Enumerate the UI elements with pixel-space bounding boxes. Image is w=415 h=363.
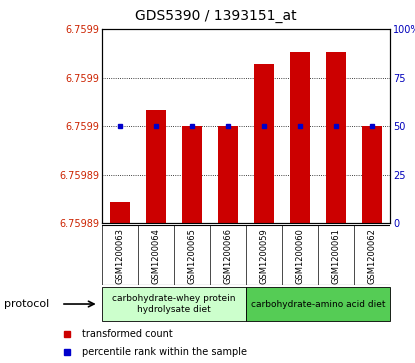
- Text: GDS5390 / 1393151_at: GDS5390 / 1393151_at: [135, 9, 297, 23]
- Text: GSM1200065: GSM1200065: [187, 228, 196, 284]
- Bar: [246, 287, 390, 321]
- Text: carbohydrate-amino acid diet: carbohydrate-amino acid diet: [251, 299, 385, 309]
- Bar: [146, 110, 166, 223]
- Text: GSM1200061: GSM1200061: [332, 228, 341, 284]
- Text: GSM1200066: GSM1200066: [223, 228, 232, 284]
- Bar: [326, 52, 346, 223]
- Text: GSM1200062: GSM1200062: [368, 228, 376, 284]
- Bar: [218, 126, 238, 223]
- Bar: [182, 126, 202, 223]
- Text: GSM1200064: GSM1200064: [151, 228, 160, 284]
- Bar: [102, 287, 246, 321]
- Text: transformed count: transformed count: [82, 329, 172, 339]
- Bar: [362, 126, 382, 223]
- Text: GSM1200059: GSM1200059: [259, 228, 269, 284]
- Bar: [254, 64, 274, 223]
- Text: protocol: protocol: [4, 299, 49, 309]
- Text: GSM1200063: GSM1200063: [115, 228, 124, 284]
- Bar: [290, 52, 310, 223]
- Text: percentile rank within the sample: percentile rank within the sample: [82, 347, 247, 358]
- Bar: [110, 203, 129, 223]
- Text: GSM1200060: GSM1200060: [295, 228, 305, 284]
- Text: carbohydrate-whey protein
hydrolysate diet: carbohydrate-whey protein hydrolysate di…: [112, 294, 236, 314]
